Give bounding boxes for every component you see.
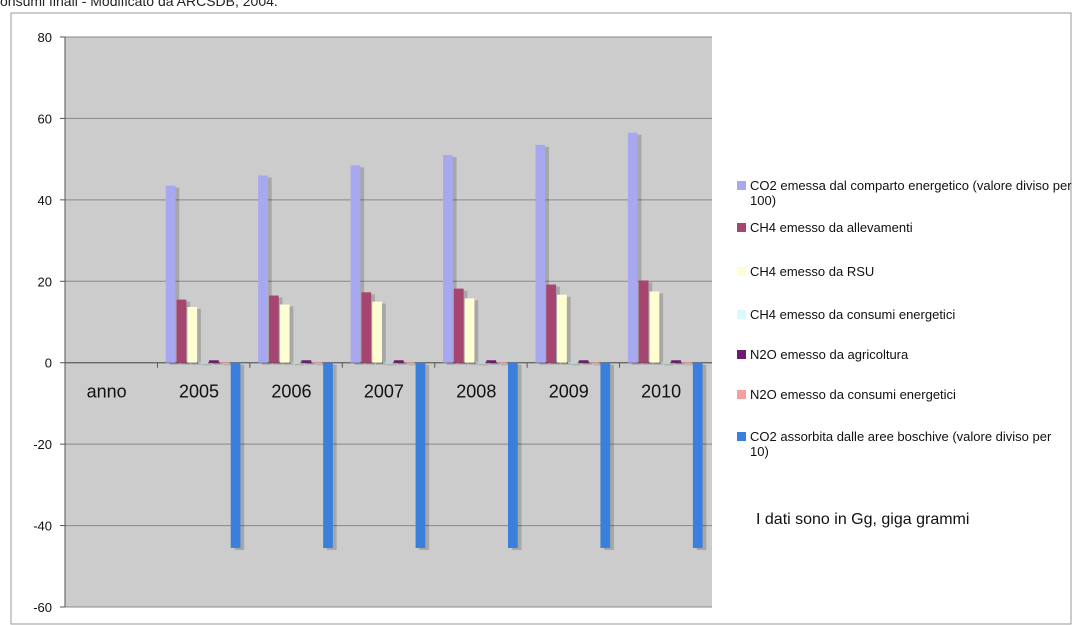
bar-shadow xyxy=(212,362,223,365)
bar xyxy=(464,298,475,363)
y-tick-label: 0 xyxy=(45,356,52,371)
legend-swatch xyxy=(737,432,746,441)
units-note: I dati sono in Gg, giga grammi xyxy=(756,511,970,528)
bar xyxy=(443,155,453,363)
bar xyxy=(323,362,333,548)
legend-swatch xyxy=(737,310,746,319)
bar xyxy=(660,362,671,364)
bar-shadow xyxy=(582,362,593,365)
y-tick-labels: -60 -40 -20 0 20 40 60 80 xyxy=(33,30,52,615)
y-tick-label: 80 xyxy=(38,30,52,45)
bar xyxy=(404,362,415,364)
bar xyxy=(312,362,323,364)
y-tick-label: -40 xyxy=(33,519,52,534)
legend-label: N2O emesso da consumi energetici xyxy=(750,387,956,402)
bar xyxy=(350,165,361,363)
bar-shadow xyxy=(479,364,490,366)
legend-label: CH4 emesso da allevamenti xyxy=(750,220,913,235)
bar xyxy=(600,362,611,548)
bar xyxy=(198,362,208,364)
bar xyxy=(649,291,660,363)
bar xyxy=(393,360,404,363)
bar xyxy=(627,132,638,363)
bar xyxy=(567,362,578,364)
bar xyxy=(279,304,290,363)
bar xyxy=(361,292,372,363)
y-tick-label: 60 xyxy=(38,111,52,126)
bars xyxy=(165,132,707,550)
bar xyxy=(497,362,507,364)
legend-swatch xyxy=(737,223,746,232)
bar-shadow xyxy=(685,364,696,366)
bar-shadow xyxy=(202,364,212,366)
category-label: 2005 xyxy=(179,382,219,402)
category-label: 2007 xyxy=(364,382,404,402)
bar-shadow xyxy=(674,362,685,365)
bar xyxy=(589,362,600,364)
bar xyxy=(671,360,681,363)
legend-swatch xyxy=(737,181,746,190)
page-title: onsumi finali - Modificato da ARCSDB, 20… xyxy=(0,0,278,9)
bar xyxy=(453,288,464,363)
y-tick-label: -60 xyxy=(33,600,52,615)
bar xyxy=(301,360,312,363)
bar xyxy=(290,362,301,364)
bar-shadow xyxy=(397,362,408,365)
bar xyxy=(638,280,649,363)
bar xyxy=(219,362,230,364)
bar xyxy=(230,362,241,548)
category-label: 2009 xyxy=(549,382,589,402)
legend-label: CO2 emessa dal comparto energetico (valo… xyxy=(750,178,1072,208)
bar xyxy=(165,185,176,363)
bar xyxy=(187,306,198,363)
y-tick-label: 20 xyxy=(38,274,52,289)
y-tick-label: -20 xyxy=(33,437,52,452)
bar-shadow xyxy=(500,364,511,366)
bar xyxy=(578,360,589,363)
legend-swatch xyxy=(737,267,746,276)
bar-shadow xyxy=(571,364,582,366)
bar xyxy=(475,362,486,364)
bar xyxy=(546,284,557,363)
bar-shadow xyxy=(316,364,326,366)
y-tick-label: 40 xyxy=(38,193,52,208)
legend-swatch xyxy=(737,350,746,359)
bar-shadow xyxy=(305,362,316,365)
legend-label: N2O emesso da agricoltura xyxy=(750,347,909,362)
bar xyxy=(692,362,703,548)
bar xyxy=(383,362,393,364)
bar-shadow xyxy=(223,364,234,366)
category-label: 2008 xyxy=(456,382,496,402)
category-labels: anno 2005 2006 2007 2008 2009 2010 xyxy=(87,382,682,402)
category-label: 2010 xyxy=(641,382,681,402)
bar xyxy=(209,360,219,363)
bar xyxy=(486,360,497,363)
bar-shadow xyxy=(294,364,305,366)
category-label: 2006 xyxy=(271,382,311,402)
bar xyxy=(535,144,546,363)
bar-shadow xyxy=(664,364,674,366)
legend-label: CO2 assorbita dalle aree boschive (valor… xyxy=(750,429,1052,459)
bar xyxy=(176,299,187,363)
bar-shadow xyxy=(593,364,604,366)
bar xyxy=(557,294,567,363)
bar xyxy=(269,295,279,363)
bar xyxy=(258,175,268,363)
bar-shadow xyxy=(490,362,500,365)
plot-area xyxy=(65,37,712,607)
legend-label: CH4 emesso da RSU xyxy=(750,264,875,279)
bar-shadow xyxy=(408,364,419,366)
legend-swatch xyxy=(737,390,746,399)
legend-label: CH4 emesso da consumi energetici xyxy=(750,307,956,322)
bar xyxy=(682,362,692,364)
bar xyxy=(372,301,383,363)
bar xyxy=(415,362,426,548)
bar-shadow xyxy=(386,364,397,366)
bar xyxy=(507,362,518,548)
category-label: anno xyxy=(87,382,127,402)
